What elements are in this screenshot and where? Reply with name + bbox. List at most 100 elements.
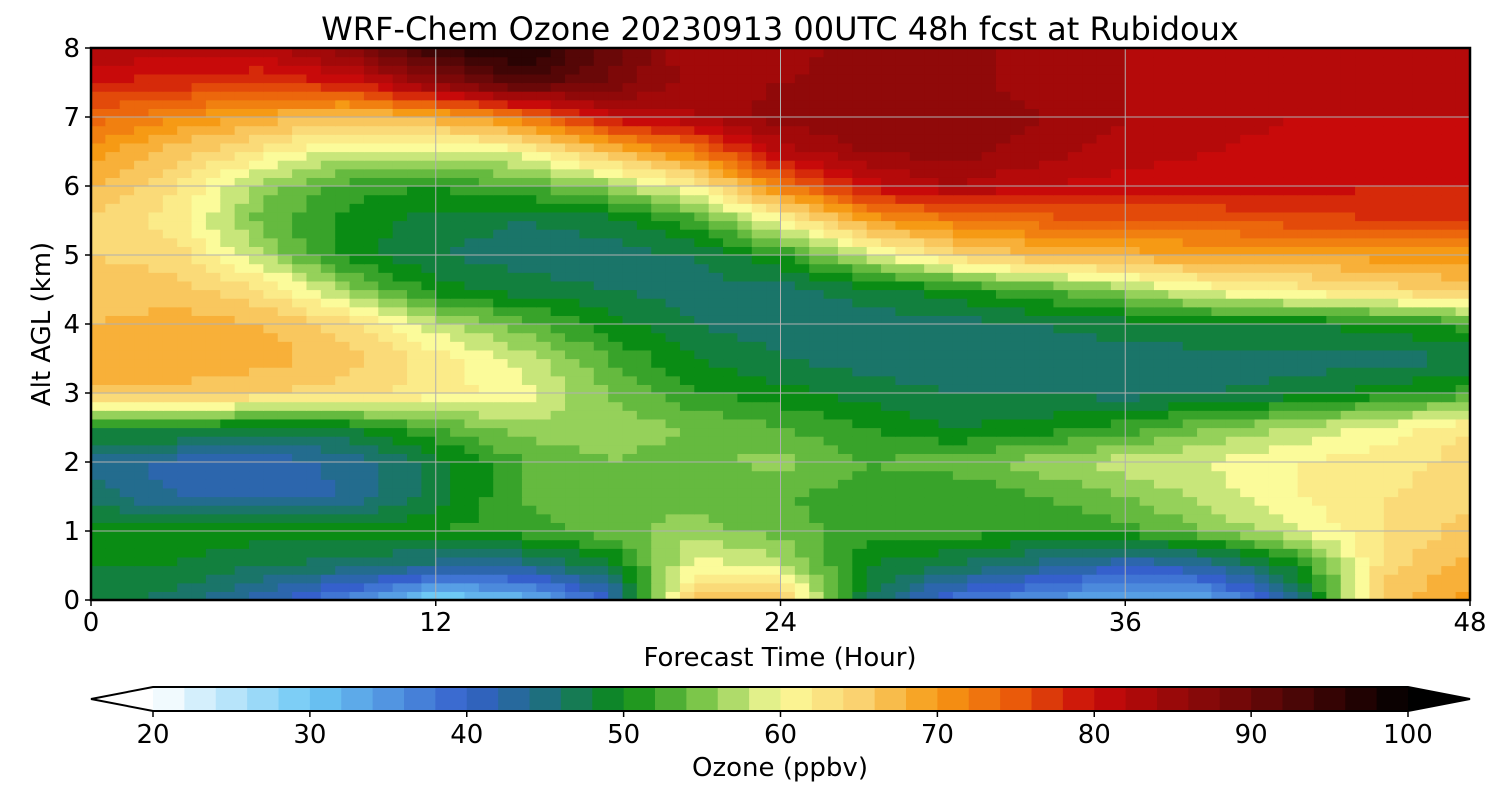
ozone-cell bbox=[335, 229, 351, 239]
ozone-cell bbox=[1010, 393, 1026, 403]
ozone-cell bbox=[205, 306, 221, 316]
ozone-cell bbox=[1024, 393, 1040, 403]
ozone-cell bbox=[952, 367, 968, 377]
ozone-cell bbox=[1355, 505, 1371, 515]
ozone-cell bbox=[320, 220, 336, 230]
ozone-cell bbox=[91, 246, 106, 256]
ozone-cell bbox=[651, 168, 667, 178]
ozone-cell bbox=[651, 565, 667, 575]
ozone-cell bbox=[536, 462, 552, 472]
ozone-cell bbox=[981, 582, 997, 592]
ozone-cell bbox=[134, 332, 150, 342]
ozone-cell bbox=[1096, 332, 1112, 342]
ozone-cell bbox=[249, 548, 264, 558]
ozone-cell bbox=[823, 444, 839, 454]
ozone-cell bbox=[1240, 418, 1256, 429]
ozone-cell bbox=[751, 375, 767, 385]
ozone-cell bbox=[881, 444, 897, 454]
ozone-cell bbox=[162, 229, 178, 239]
ozone-cell bbox=[263, 289, 279, 299]
ozone-cell bbox=[1182, 332, 1198, 342]
ozone-cell bbox=[995, 470, 1011, 480]
ozone-cell bbox=[866, 177, 882, 187]
ozone-cell bbox=[780, 194, 796, 204]
ozone-cell bbox=[708, 393, 724, 403]
ozone-cell bbox=[794, 246, 810, 256]
ozone-cell bbox=[91, 203, 106, 213]
ozone-cell bbox=[881, 332, 897, 342]
ozone-cell bbox=[1311, 160, 1327, 170]
ozone-cell bbox=[1024, 410, 1040, 420]
ozone-cell bbox=[220, 298, 236, 308]
ozone-cell bbox=[1398, 263, 1414, 273]
ozone-cell bbox=[91, 263, 106, 273]
ozone-cell bbox=[679, 453, 695, 463]
ozone-cell bbox=[651, 487, 667, 498]
ozone-cell bbox=[1082, 393, 1098, 403]
ozone-cell bbox=[794, 160, 810, 170]
ozone-cell bbox=[450, 237, 466, 247]
ozone-cell bbox=[349, 401, 365, 411]
ozone-cell bbox=[263, 487, 279, 498]
ozone-cell bbox=[450, 401, 466, 411]
ozone-cell bbox=[622, 289, 638, 299]
ozone-cell bbox=[694, 341, 710, 351]
ozone-cell bbox=[1369, 263, 1385, 273]
ozone-cell bbox=[263, 194, 279, 204]
ozone-cell bbox=[392, 410, 408, 420]
ozone-cell bbox=[349, 427, 365, 437]
ozone-cell bbox=[1110, 237, 1126, 247]
ozone-cell bbox=[1340, 289, 1356, 299]
ozone-cell bbox=[723, 168, 738, 178]
ozone-cell bbox=[363, 229, 379, 239]
ozone-cell bbox=[737, 237, 753, 247]
ozone-cell bbox=[450, 470, 466, 480]
ozone-cell bbox=[794, 358, 810, 368]
ozone-cell bbox=[1369, 462, 1385, 472]
ozone-cell bbox=[1268, 539, 1284, 549]
ozone-cell bbox=[205, 522, 221, 532]
ozone-cell bbox=[363, 401, 379, 411]
ozone-cell bbox=[148, 341, 164, 351]
ozone-cell bbox=[1197, 548, 1213, 558]
ozone-cell bbox=[191, 272, 207, 282]
ozone-cell bbox=[1254, 229, 1270, 239]
ozone-cell bbox=[134, 263, 150, 273]
ozone-cell bbox=[565, 410, 580, 420]
ozone-cell bbox=[320, 332, 336, 342]
ozone-cell bbox=[967, 539, 983, 549]
ozone-cell bbox=[636, 513, 652, 523]
ozone-cell bbox=[924, 470, 940, 480]
ozone-cell bbox=[981, 229, 997, 239]
ozone-cell bbox=[823, 203, 839, 213]
ozone-cell bbox=[349, 384, 365, 394]
ozone-cell bbox=[995, 418, 1011, 429]
ozone-cell bbox=[1053, 177, 1069, 187]
ozone-cell bbox=[464, 444, 480, 454]
ozone-cell bbox=[249, 315, 264, 325]
ozone-cell bbox=[794, 298, 810, 308]
ozone-cell bbox=[392, 401, 408, 411]
ozone-cell bbox=[679, 479, 695, 489]
ozone-cell bbox=[91, 479, 106, 489]
ozone-cell bbox=[1311, 401, 1327, 411]
ozone-cell bbox=[995, 289, 1011, 299]
ozone-cell bbox=[521, 255, 537, 265]
ozone-cell bbox=[895, 272, 911, 282]
ozone-cell bbox=[938, 401, 954, 411]
ozone-cell bbox=[565, 280, 580, 291]
ozone-cell bbox=[651, 367, 667, 377]
ozone-cell bbox=[809, 289, 825, 299]
ozone-cell bbox=[823, 349, 839, 360]
ozone-cell bbox=[249, 444, 264, 454]
ozone-cell bbox=[780, 177, 796, 187]
ozone-cell bbox=[1455, 375, 1470, 385]
ozone-cell bbox=[306, 496, 322, 506]
ozone-cell bbox=[780, 531, 796, 541]
ozone-cell bbox=[1240, 479, 1256, 489]
ozone-cell bbox=[493, 479, 509, 489]
ozone-cell bbox=[148, 315, 164, 325]
ozone-cell bbox=[464, 298, 480, 308]
ozone-cell bbox=[349, 393, 365, 403]
ozone-cell bbox=[909, 565, 925, 575]
